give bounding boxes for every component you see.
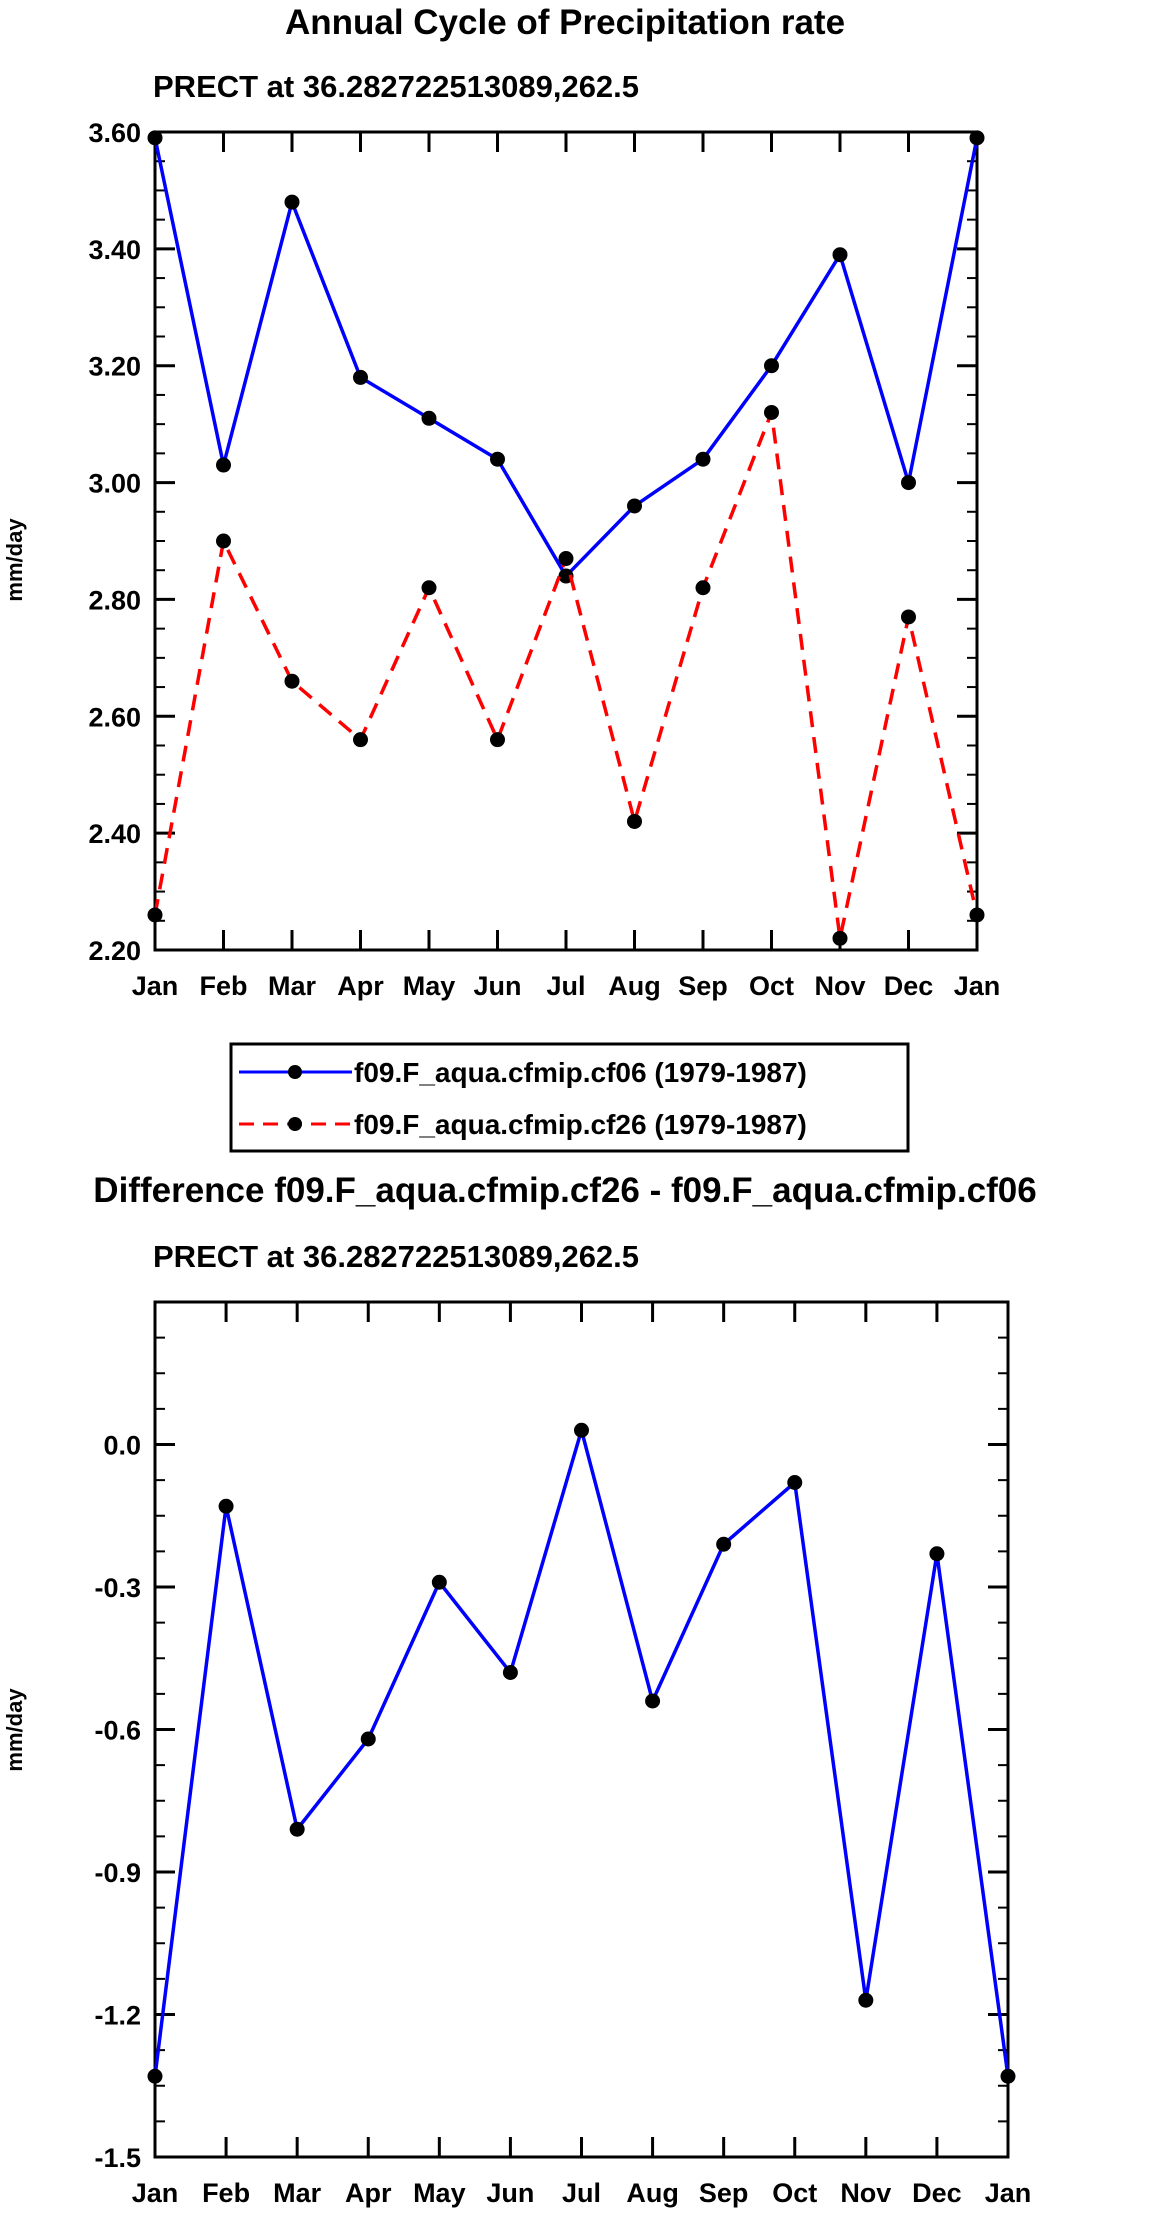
chart1-series-2-point: [421, 580, 437, 596]
legend-label-series2: f09.F_aqua.cfmip.cf26 (1979-1987): [354, 1109, 807, 1140]
chart2-ytick-label: 0.0: [103, 1431, 141, 1461]
chart1-series-2-point: [901, 609, 916, 625]
chart2-ytick-label: -0.3: [94, 1573, 141, 1603]
chart2-series-1-point: [574, 1422, 589, 1438]
chart1-series-2-line: [153, 410, 979, 941]
legend-box: [229, 1042, 910, 1153]
chart2-series-1-point: [716, 1536, 732, 1552]
chart1-ytick-label: 3.60: [88, 118, 141, 148]
chart2-series-1-point: [1000, 2068, 1016, 2084]
chart2-xtick-label: Feb: [202, 2178, 250, 2208]
chart1-ytick-label: 3.40: [88, 235, 141, 265]
chart1-series-1-point: [627, 498, 642, 514]
chart1-series-1-point: [284, 194, 300, 210]
chart1-series-1-point: [421, 410, 437, 426]
chart1-xtick-label: Nov: [814, 971, 865, 1001]
chart1-series-1-point: [969, 130, 985, 146]
chart1-series-2-point: [284, 673, 300, 689]
legend-marker-series1: [288, 1065, 302, 1079]
chart1-ytick-label: 2.20: [88, 936, 141, 966]
chart1-series-2-point: [490, 732, 505, 748]
chart1-series-2-point: [832, 930, 848, 946]
chart1-xtick-label: Aug: [608, 971, 660, 1001]
chart1-series-2-point: [764, 404, 779, 420]
chart1-series-2-point: [353, 732, 368, 748]
chart2-xtick-label: Nov: [840, 2178, 891, 2208]
chart2-xtick-label: Jul: [562, 2178, 601, 2208]
chart2-ytick-label: -0.9: [94, 1858, 141, 1888]
chart1-series-2-point: [969, 907, 985, 923]
chart1-subtitle: PRECT at 36.282722513089,262.5: [153, 69, 639, 104]
chart1-xtick-label: Mar: [268, 971, 317, 1001]
chart1-series-1-point: [832, 247, 848, 263]
chart1-xtick-label: May: [403, 971, 456, 1001]
chart2-ylabel: mm/day: [2, 1688, 27, 1772]
chart1-series-2-point: [558, 551, 574, 567]
chart2-series-1-point: [218, 1498, 234, 1514]
chart1-xtick-label: Dec: [884, 971, 934, 1001]
chart2-ytick-label: -0.6: [94, 1716, 141, 1746]
chart1-series-2-point: [147, 907, 163, 923]
chart2-series-1-point: [645, 1693, 661, 1709]
chart2-series-1-point: [787, 1475, 803, 1490]
chart1-xtick-label: Oct: [749, 971, 794, 1001]
chart2-xtick-label: Mar: [273, 2178, 322, 2208]
chart1-series-1-point: [353, 369, 368, 385]
chart1-series-1-point: [490, 451, 505, 467]
chart2-series-1-point: [289, 1821, 305, 1837]
chart1-ytick-label: 3.20: [88, 352, 141, 382]
chart1-series-2-point: [695, 580, 711, 596]
chart2-xtick-label: Dec: [912, 2178, 962, 2208]
chart2-title: Difference f09.F_aqua.cfmip.cf26 - f09.F…: [93, 1171, 1036, 1210]
chart1-xtick-label: Apr: [337, 971, 384, 1001]
chart1-xtick-label: Sep: [678, 971, 728, 1001]
chart1-xtick-label: Jan: [954, 971, 1001, 1001]
chart2-series-1-point: [929, 1546, 945, 1562]
chart1-ytick-label: 2.40: [88, 819, 141, 849]
chart2-series-1-point: [858, 1992, 874, 2008]
chart2-xtick-label: Jun: [486, 2178, 534, 2208]
chart1-xtick-label: Feb: [199, 971, 247, 1001]
chart2-subtitle: PRECT at 36.282722513089,262.5: [153, 1239, 639, 1274]
chart1-series-1-point: [695, 451, 711, 467]
chart1-ytick-label: 2.80: [88, 585, 141, 615]
chart2-xtick-label: Sep: [699, 2178, 749, 2208]
chart1-series-1-point: [901, 475, 916, 491]
legend-label-series1: f09.F_aqua.cfmip.cf06 (1979-1987): [354, 1057, 807, 1088]
chart2-ytick-label: -1.5: [94, 2143, 141, 2173]
chart2-xtick-label: Jan: [985, 2178, 1032, 2208]
chart2-series-1-point: [502, 1665, 518, 1680]
chart2-xtick-label: May: [413, 2178, 466, 2208]
chart1-series-1-point: [216, 457, 231, 473]
chart2-series-1-point: [431, 1574, 447, 1590]
chart1-ytick-label: 3.00: [88, 469, 141, 499]
chart1-legend: f09.F_aqua.cfmip.cf06 (1979-1987) f09.F_…: [229, 1042, 910, 1153]
chart2-xtick-label: Apr: [345, 2178, 392, 2208]
chart1-ytick-label: 2.60: [88, 702, 141, 732]
chart1-series-2-point: [216, 533, 231, 549]
chart1-plot-area: 2.20 2.40 2.60 2.80 3.00 3.20 3.40 3.60 Jan Feb Ma…: [88, 118, 1000, 1001]
legend-marker-series2: [288, 1117, 302, 1131]
chart2-xtick-label: Oct: [772, 2178, 817, 2208]
chart1-series-1-point: [147, 130, 163, 146]
chart2-series-1-line: [153, 1428, 1010, 2077]
chart2-ytick-label: -1.2: [94, 2001, 141, 2031]
chart1-xtick-label: Jan: [132, 971, 179, 1001]
chart2-plot-area: -1.5 -1.2 -0.9 -0.6 -0.3 0.0 Jan Feb Mar Apr May Ju…: [94, 1300, 1032, 2208]
chart1-series-2-point: [627, 813, 642, 829]
chart1-ylabel: mm/day: [2, 518, 27, 602]
chart1-series-1-point: [764, 358, 779, 374]
chart2-series-1-point: [360, 1731, 376, 1747]
chart1-title: Annual Cycle of Precipitation rate: [285, 3, 845, 42]
chart2-xtick-label: Jan: [132, 2178, 179, 2208]
chart1-xtick-label: Jul: [546, 971, 585, 1001]
chart2-series-1-point: [147, 2068, 163, 2084]
chart1-series-1-line: [153, 137, 979, 578]
chart2-xtick-label: Aug: [626, 2178, 678, 2208]
chart1-xtick-label: Jun: [473, 971, 521, 1001]
